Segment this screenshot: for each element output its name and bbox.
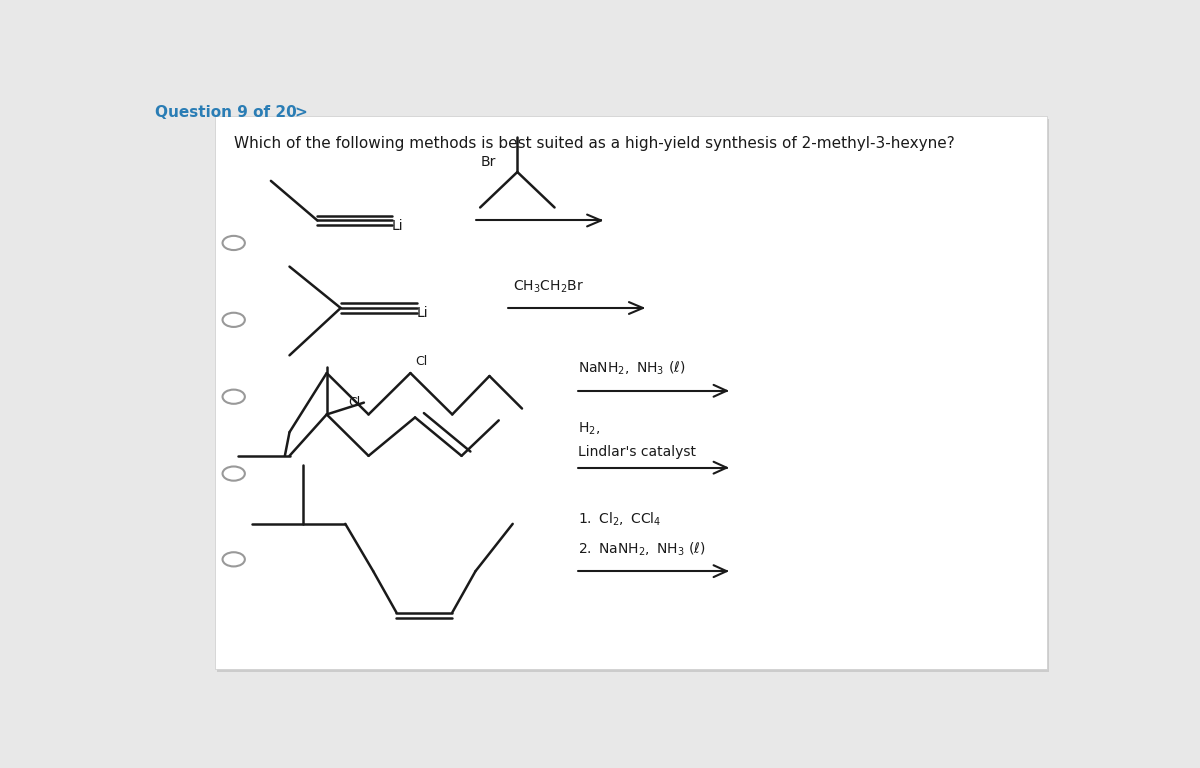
FancyBboxPatch shape [215, 116, 1048, 669]
Text: $\mathrm{2.\ NaNH_2,\ NH_3\ (\ell)}$: $\mathrm{2.\ NaNH_2,\ NH_3\ (\ell)}$ [578, 541, 706, 558]
FancyBboxPatch shape [217, 119, 1049, 672]
Text: Question 9 of 20: Question 9 of 20 [155, 105, 296, 121]
Text: Which of the following methods is best suited as a high-yield synthesis of 2-met: Which of the following methods is best s… [234, 136, 954, 151]
Text: Br: Br [480, 155, 496, 169]
Text: $\mathrm{CH_3CH_2Br}$: $\mathrm{CH_3CH_2Br}$ [512, 278, 583, 295]
Text: Li: Li [391, 219, 403, 233]
Text: Lindlar's catalyst: Lindlar's catalyst [578, 445, 696, 458]
Text: Cl: Cl [348, 396, 360, 409]
Text: $\mathrm{NaNH_2,\ NH_3\ (\ell)}$: $\mathrm{NaNH_2,\ NH_3\ (\ell)}$ [578, 360, 685, 377]
Text: $\mathrm{1.\ Cl_2,\ CCl_4}$: $\mathrm{1.\ Cl_2,\ CCl_4}$ [578, 511, 661, 528]
Text: $\mathrm{H_2,}$: $\mathrm{H_2,}$ [578, 420, 600, 436]
Text: Cl: Cl [415, 356, 427, 369]
Text: Li: Li [416, 306, 428, 320]
Text: >: > [294, 105, 307, 121]
